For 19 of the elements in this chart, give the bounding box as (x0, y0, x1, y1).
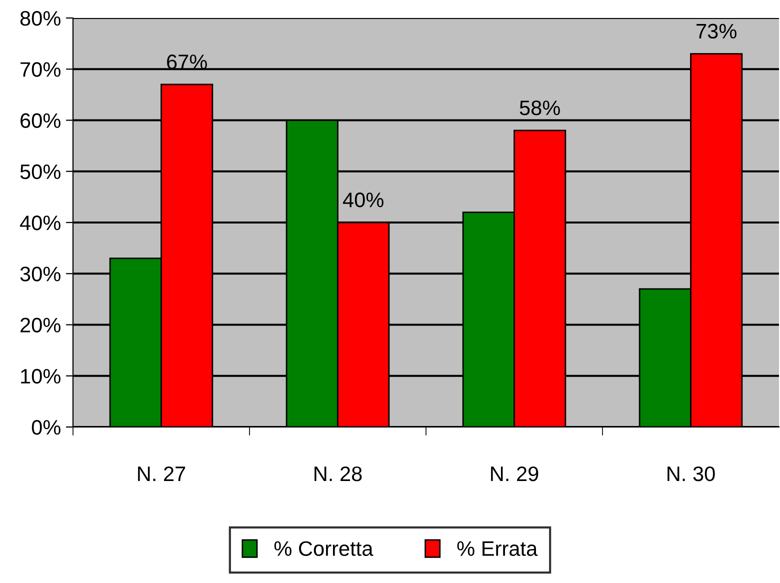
y-tick-label: 50% (20, 164, 60, 180)
legend-label: % Errata (457, 541, 538, 556)
y-tick-label: 80% (20, 11, 60, 26)
y-tick-label: 60% (20, 113, 60, 128)
data-label: 40% (342, 192, 384, 208)
x-tick-label: N. 28 (314, 466, 362, 482)
x-tick-label: N. 29 (491, 466, 538, 482)
legend-label: % Corretta (274, 541, 374, 556)
x-tick-label: N. 30 (668, 466, 715, 482)
y-tick-label: 10% (21, 368, 60, 384)
data-label: 73% (696, 24, 736, 39)
x-tick-label: N. 27 (138, 466, 186, 481)
y-tick-label: 30% (20, 266, 60, 282)
y-tick-label: 0% (32, 420, 60, 435)
y-tick-label: 40% (20, 216, 60, 230)
data-label: 67% (167, 54, 207, 70)
y-tick-label: 70% (20, 62, 60, 77)
data-label: 58% (520, 100, 560, 116)
y-tick-label: 20% (20, 318, 60, 333)
